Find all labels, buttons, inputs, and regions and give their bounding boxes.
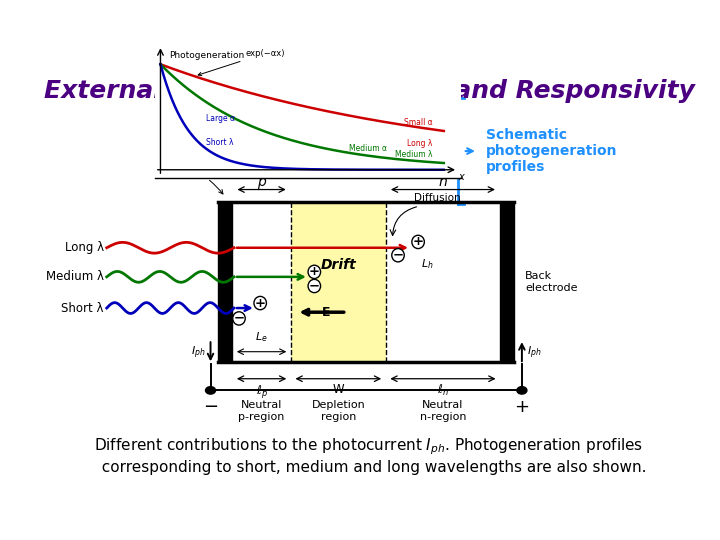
Text: Schematic
photogeneration
profiles: Schematic photogeneration profiles <box>486 128 618 174</box>
Text: $L_e$: $L_e$ <box>256 330 268 344</box>
Text: −: − <box>392 249 404 262</box>
Ellipse shape <box>392 248 404 262</box>
Text: Depletion
region: Depletion region <box>312 400 365 422</box>
Ellipse shape <box>412 235 424 248</box>
Text: x: x <box>458 172 464 182</box>
Text: $\ell_p$: $\ell_p$ <box>256 383 268 400</box>
Text: Diffusion: Diffusion <box>414 193 460 203</box>
Ellipse shape <box>308 265 320 279</box>
Text: E: E <box>322 306 330 319</box>
Text: $I_{ph}$: $I_{ph}$ <box>191 345 205 361</box>
Text: Long λ: Long λ <box>407 139 433 148</box>
Text: Short λ: Short λ <box>61 301 104 314</box>
Text: Short λ: Short λ <box>206 138 233 147</box>
Text: $L_h$: $L_h$ <box>421 258 434 271</box>
Text: $\ell_n$: $\ell_n$ <box>437 383 449 398</box>
Text: $I_{ph}$: $I_{ph}$ <box>527 345 541 361</box>
Text: Long λ: Long λ <box>65 241 104 254</box>
Text: Medium λ: Medium λ <box>46 271 104 284</box>
Text: −: − <box>309 280 320 293</box>
Text: −: − <box>233 312 245 325</box>
Text: exp(−αx): exp(−αx) <box>198 49 285 76</box>
Bar <box>218 202 233 362</box>
Text: p: p <box>257 175 266 189</box>
Text: Neutral
p-region: Neutral p-region <box>238 400 285 422</box>
Text: Medium α: Medium α <box>349 144 387 153</box>
Text: Back
electrode: Back electrode <box>526 271 577 293</box>
Text: −: − <box>203 398 218 416</box>
Text: Neutral
n-region: Neutral n-region <box>420 400 466 422</box>
Text: +: + <box>255 296 266 309</box>
Text: W: W <box>333 383 344 396</box>
Text: Medium λ: Medium λ <box>395 150 433 159</box>
Text: Electrode: Electrode <box>171 166 223 194</box>
Text: External Quantum Efficiency and Responsivity: External Quantum Efficiency and Responsi… <box>44 79 694 103</box>
Text: +: + <box>514 398 529 416</box>
Ellipse shape <box>308 279 320 293</box>
Circle shape <box>205 387 215 394</box>
Text: n: n <box>438 175 447 189</box>
Bar <box>291 202 386 362</box>
Text: Drift: Drift <box>320 259 356 272</box>
Text: Large α: Large α <box>206 114 235 124</box>
Text: Different contributions to the photocurrent $I_{ph}$. Photogeneration profiles
 : Different contributions to the photocurr… <box>91 437 647 475</box>
Text: Small α: Small α <box>404 118 433 127</box>
Ellipse shape <box>233 312 246 325</box>
Text: +: + <box>413 235 423 248</box>
Bar <box>500 202 514 362</box>
Circle shape <box>517 387 527 394</box>
Text: Photogeneration: Photogeneration <box>169 51 244 59</box>
Text: +: + <box>309 265 320 278</box>
Ellipse shape <box>254 296 266 310</box>
